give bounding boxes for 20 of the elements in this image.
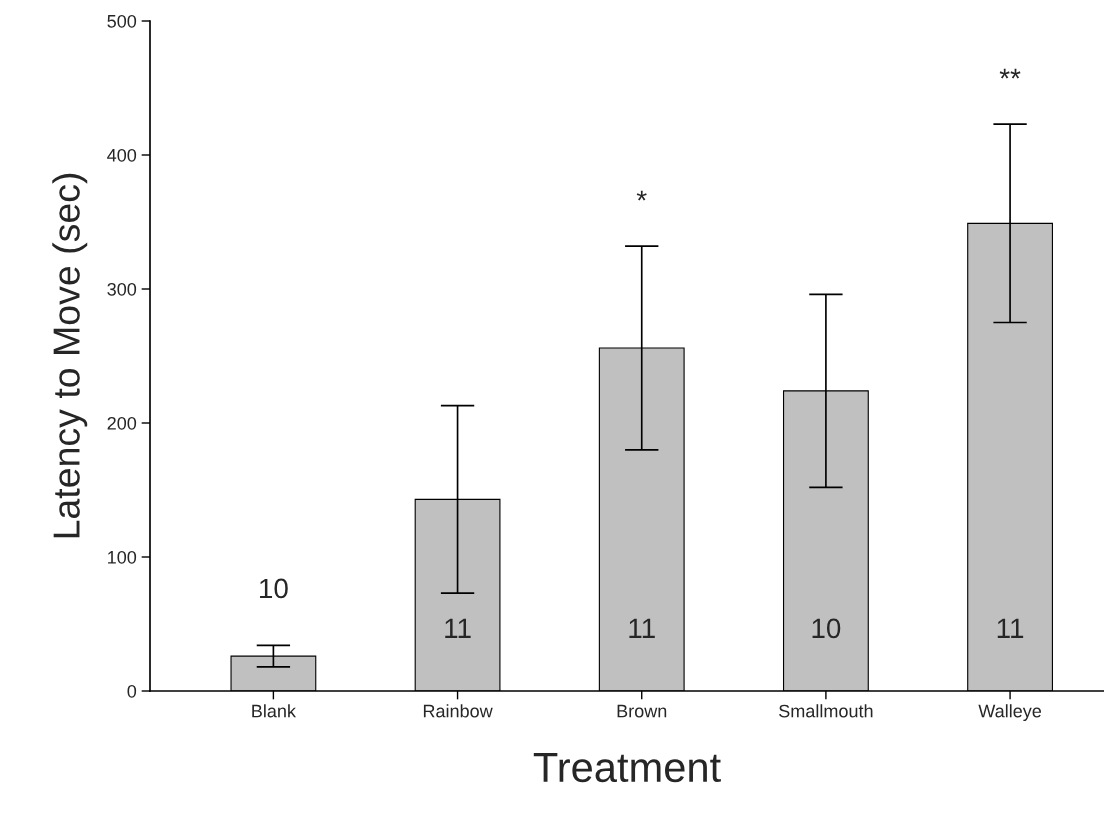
- y-tick-label: 500: [107, 14, 137, 28]
- annotation: **: [999, 68, 1021, 79]
- y-tick-label: 0: [127, 684, 137, 698]
- annotation: 11: [997, 618, 1024, 638]
- annotation: 11: [445, 618, 471, 638]
- x-tick-label: Brown: [617, 704, 667, 718]
- y-tick-label: 100: [108, 550, 137, 564]
- x-tick-label: Blank: [252, 704, 296, 718]
- annotation: 10: [812, 618, 841, 639]
- x-tick-label: Rainbow: [423, 704, 493, 718]
- y-axis-title: Latency to Move (sec): [52, 173, 88, 538]
- y-tick-label: 200: [107, 416, 137, 430]
- annotation: 10: [260, 578, 288, 599]
- x-tick-label: Smallmouth: [779, 704, 873, 718]
- annotation: 11: [629, 618, 655, 638]
- y-tick-label: 300: [107, 282, 137, 296]
- x-tick-label: Walleye: [978, 704, 1042, 722]
- x-axis-title: Treatment: [533, 753, 721, 783]
- annotation: *: [636, 190, 647, 201]
- y-tick-label: 400: [107, 148, 137, 162]
